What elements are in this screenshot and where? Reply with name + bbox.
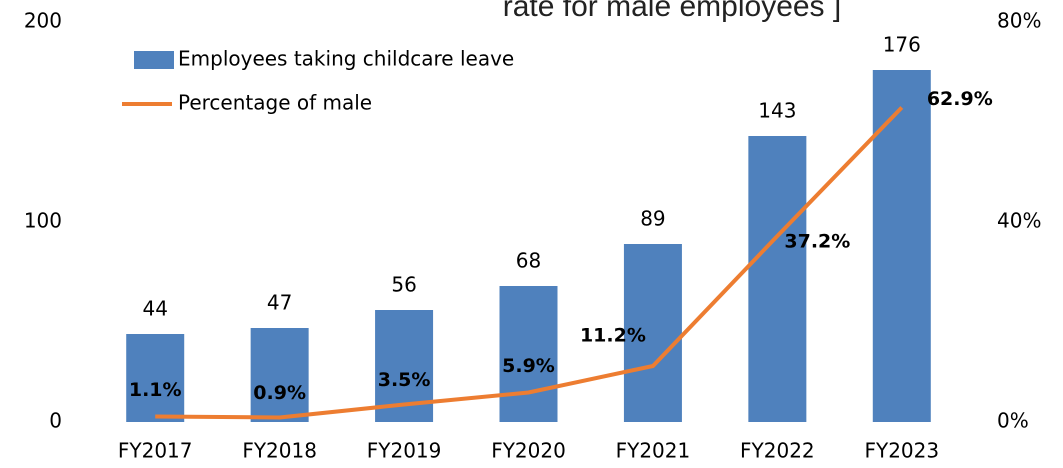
- line-value-label: 0.9%: [253, 382, 306, 404]
- legend-swatch: [134, 51, 174, 69]
- bar-value-label: 56: [391, 273, 416, 297]
- line-value-label: 62.9%: [927, 88, 993, 110]
- line-value-label: 1.1%: [129, 379, 182, 401]
- x-tick-label: FY2021: [616, 439, 691, 463]
- bar-value-label: 89: [640, 207, 665, 231]
- x-tick-label: FY2023: [864, 439, 939, 463]
- bar-value-label: 143: [758, 99, 796, 123]
- x-tick-label: FY2019: [367, 439, 442, 463]
- y2-tick-label: 80%: [997, 9, 1041, 33]
- bar-value-label: 47: [267, 291, 292, 315]
- x-tick-label: FY2020: [491, 439, 566, 463]
- bar: [872, 70, 931, 422]
- legend-label: Employees taking childcare leave: [178, 47, 514, 71]
- x-tick-label: FY2018: [242, 439, 317, 463]
- chart-title: rate for male employees ]: [503, 0, 841, 23]
- y2-tick-label: 40%: [997, 209, 1041, 233]
- bar: [499, 286, 558, 422]
- line: [155, 106, 904, 420]
- bar: [126, 334, 185, 422]
- line-value-label: 3.5%: [378, 369, 431, 391]
- bar: [748, 136, 807, 422]
- bar: [623, 244, 682, 422]
- x-tick-label: FY2022: [740, 439, 815, 463]
- bar-value-label: 176: [883, 33, 921, 57]
- line-value-label: 37.2%: [784, 231, 850, 253]
- y2-tick-label: 0%: [997, 409, 1029, 433]
- bar-value-label: 68: [516, 249, 541, 273]
- y-tick-label: 200: [24, 9, 62, 33]
- line-value-label: 11.2%: [580, 325, 646, 347]
- y-tick-label: 0: [49, 409, 62, 433]
- bar-value-label: 44: [142, 297, 167, 321]
- line-value-label: 5.9%: [502, 355, 555, 377]
- y-tick-label: 100: [24, 209, 62, 233]
- bar: [250, 328, 309, 422]
- legend-label: Percentage of male: [178, 91, 372, 115]
- x-tick-label: FY2017: [118, 439, 193, 463]
